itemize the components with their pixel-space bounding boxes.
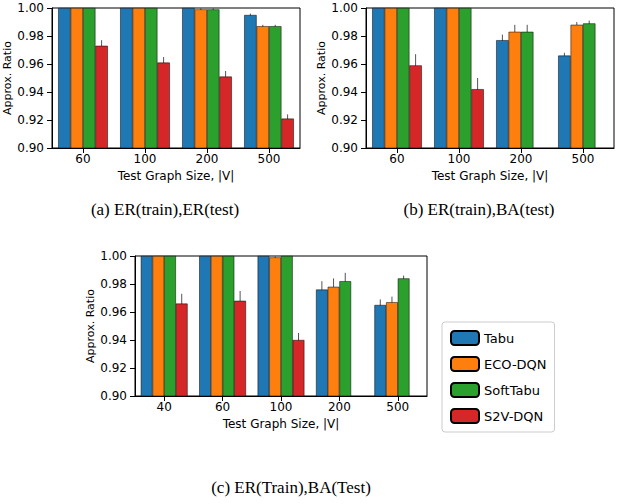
svg-text:Tabu: Tabu (483, 331, 514, 346)
svg-text:Approx. Ratio: Approx. Ratio (84, 289, 97, 363)
svg-text:1.00: 1.00 (331, 1, 358, 15)
svg-text:60: 60 (215, 400, 230, 414)
svg-text:0.96: 0.96 (331, 57, 358, 71)
svg-text:60: 60 (389, 152, 404, 166)
svg-text:Approx. Ratio: Approx. Ratio (315, 41, 328, 115)
svg-text:Approx. Ratio: Approx. Ratio (1, 41, 14, 115)
svg-text:SoftTabu: SoftTabu (484, 383, 540, 398)
svg-text:0.90: 0.90 (100, 389, 127, 403)
svg-text:S2V-DQN: S2V-DQN (484, 409, 543, 424)
svg-text:0.90: 0.90 (17, 141, 44, 155)
svg-text:0.96: 0.96 (100, 305, 127, 319)
svg-text:0.94: 0.94 (331, 85, 358, 99)
svg-text:100: 100 (134, 152, 157, 166)
svg-text:(a) ER(train),ER(test): (a) ER(train),ER(test) (91, 200, 239, 219)
svg-text:0.98: 0.98 (17, 29, 44, 43)
svg-text:Test Graph Size, |V|: Test Graph Size, |V| (117, 169, 235, 183)
svg-text:0.98: 0.98 (100, 277, 127, 291)
svg-text:200: 200 (510, 152, 533, 166)
svg-text:500: 500 (572, 152, 595, 166)
svg-text:0.90: 0.90 (331, 141, 358, 155)
svg-text:0.98: 0.98 (331, 29, 358, 43)
svg-text:Test Graph Size, |V|: Test Graph Size, |V| (222, 417, 340, 431)
svg-text:1.00: 1.00 (17, 1, 44, 15)
svg-text:40: 40 (157, 400, 172, 414)
svg-text:1.00: 1.00 (100, 249, 127, 263)
svg-text:0.94: 0.94 (100, 333, 127, 347)
svg-text:(b) ER(train),BA(test): (b) ER(train),BA(test) (403, 200, 554, 219)
svg-text:0.92: 0.92 (100, 361, 127, 375)
svg-text:200: 200 (328, 400, 351, 414)
svg-text:(c) ER(Train),BA(Test): (c) ER(Train),BA(Test) (211, 478, 371, 497)
svg-text:60: 60 (75, 152, 90, 166)
svg-text:0.92: 0.92 (331, 113, 358, 127)
svg-text:500: 500 (386, 400, 409, 414)
svg-text:500: 500 (258, 152, 281, 166)
svg-text:Test Graph Size, |V|: Test Graph Size, |V| (431, 169, 549, 183)
svg-text:200: 200 (196, 152, 219, 166)
svg-text:100: 100 (448, 152, 471, 166)
svg-text:0.92: 0.92 (17, 113, 44, 127)
svg-text:ECO-DQN: ECO-DQN (484, 357, 547, 372)
svg-text:100: 100 (270, 400, 293, 414)
svg-text:0.94: 0.94 (17, 85, 44, 99)
svg-text:0.96: 0.96 (17, 57, 44, 71)
